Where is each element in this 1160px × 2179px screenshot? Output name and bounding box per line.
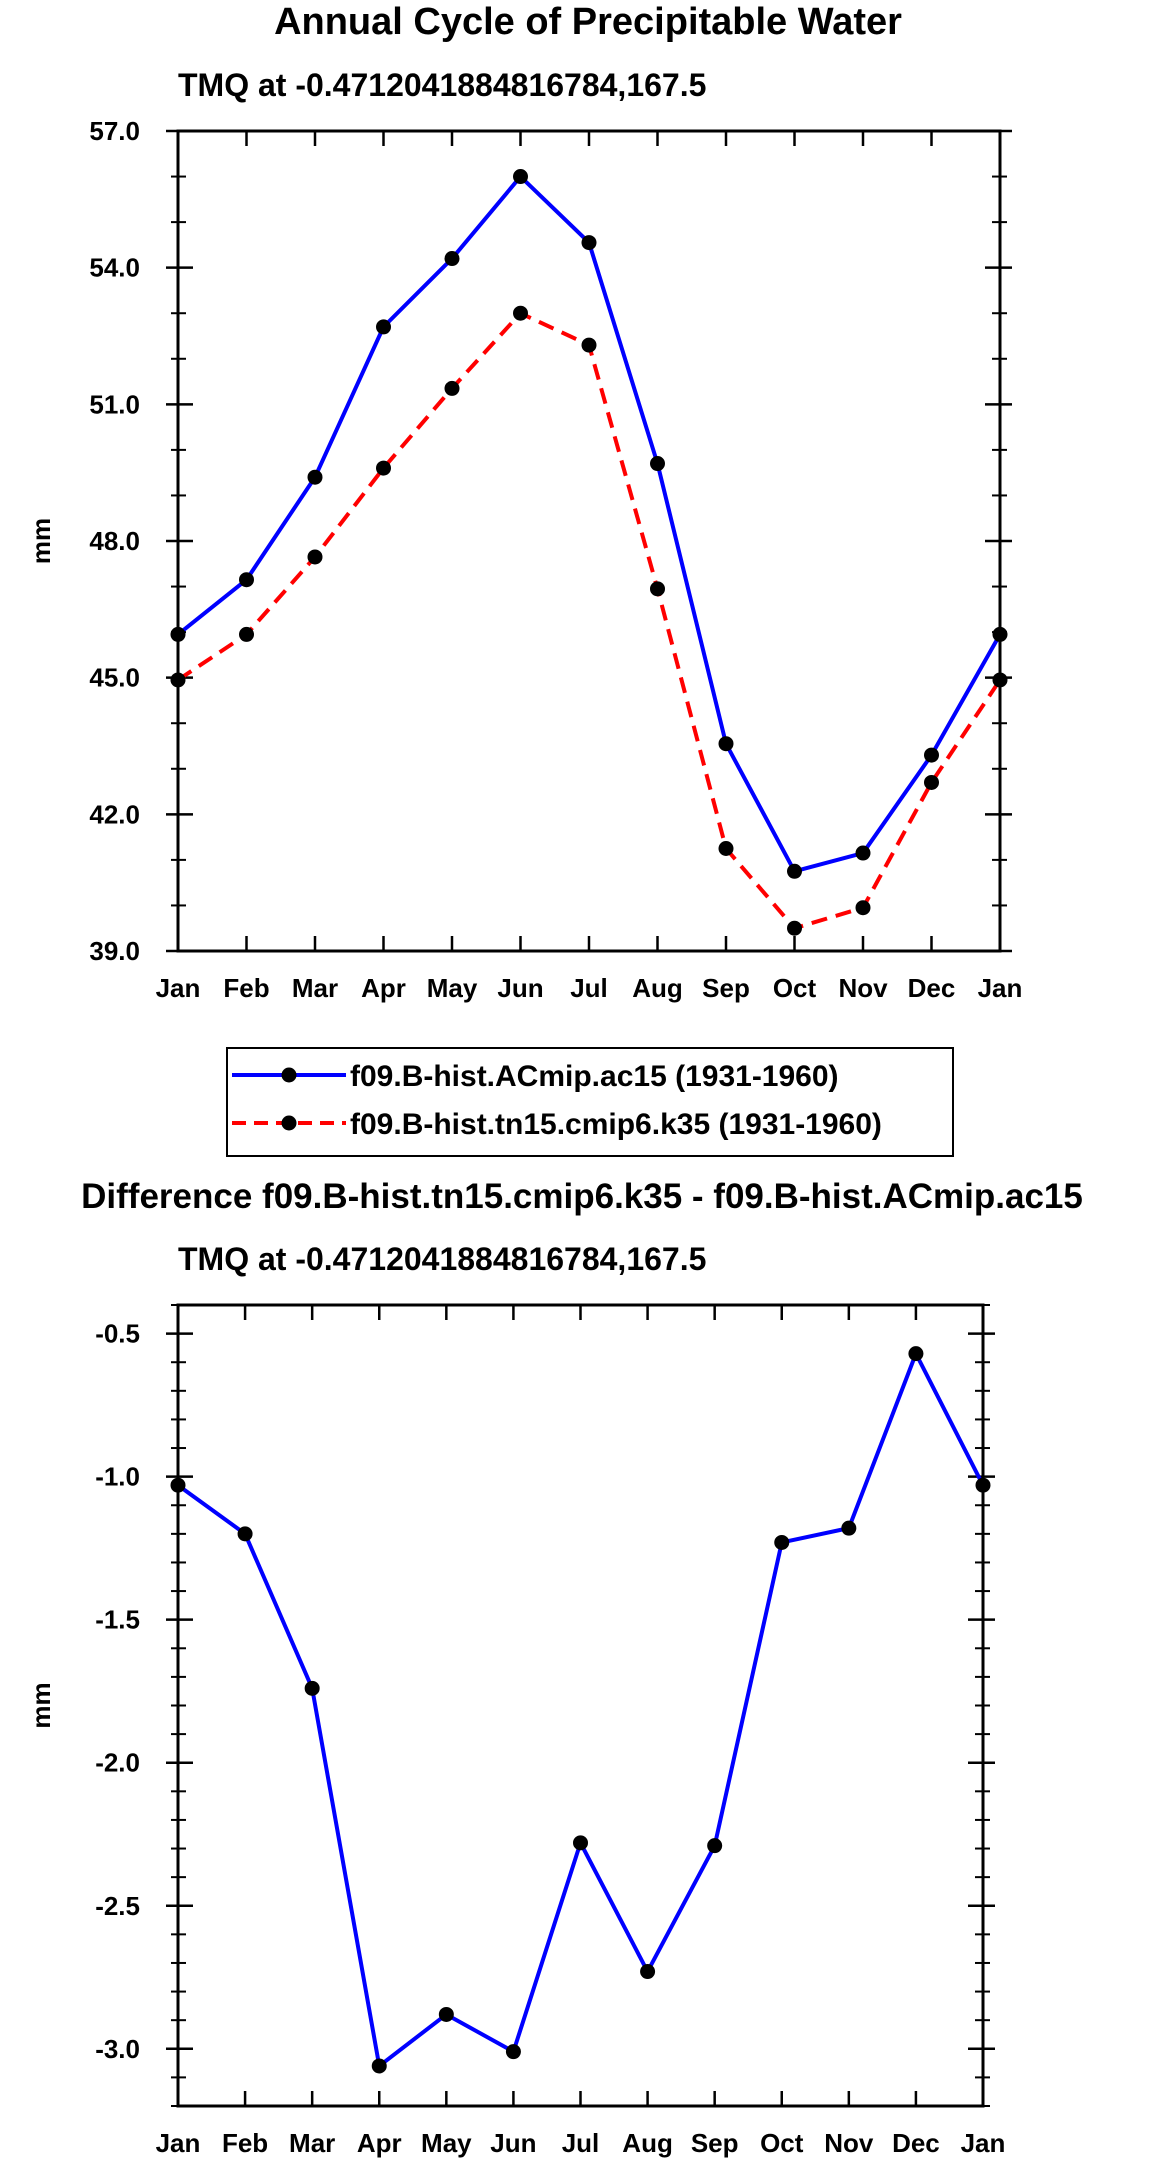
legend: f09.B-hist.ACmip.ac15 (1931-1960) f09.B-… bbox=[226, 1047, 954, 1157]
chart2-y-tick-label: -2.5 bbox=[95, 1891, 140, 1921]
chart1-x-tick-label: Mar bbox=[292, 973, 338, 1003]
legend-label-series-1: f09.B-hist.ACmip.ac15 (1931-1960) bbox=[350, 1060, 839, 1093]
chart2-x-tick-label: Jan bbox=[961, 2128, 1006, 2158]
chart1-series-2-point bbox=[513, 305, 528, 321]
legend-marker-series-1 bbox=[281, 1067, 297, 1083]
chart2-y-tick-label: -1.0 bbox=[95, 1462, 140, 1492]
chart1-series-1-point bbox=[376, 319, 391, 335]
chart1-series-1-point bbox=[513, 169, 528, 185]
legend-label-series-2: f09.B-hist.tn15.cmip6.k35 (1931-1960) bbox=[350, 1108, 882, 1141]
chart2-series-1-point bbox=[908, 1346, 924, 1362]
chart2-series-1-point bbox=[237, 1526, 253, 1542]
chart2-x-tick-label: Sep bbox=[691, 2128, 739, 2158]
chart1-series-1-point bbox=[650, 456, 665, 472]
chart1-series-1-point bbox=[170, 626, 186, 642]
chart1-series-2-point bbox=[992, 672, 1008, 688]
chart2-frame bbox=[176, 1303, 985, 2108]
chart2-series-1-point bbox=[774, 1534, 790, 1550]
chart2-x-tick-label: Jun bbox=[490, 2128, 536, 2158]
chart1-y-tick-label: 57.0 bbox=[89, 116, 140, 146]
chart1-series-2-point bbox=[376, 460, 391, 476]
chart2-series-1-point bbox=[170, 1477, 186, 1493]
chart2-series-1-point bbox=[975, 1477, 991, 1493]
legend-box bbox=[226, 1047, 954, 1157]
chart2-x-tick-label: Feb bbox=[222, 2128, 268, 2158]
chart1-x-tick-label: Feb bbox=[223, 973, 269, 1003]
chart1-series-2-point bbox=[239, 626, 254, 642]
chart1-y-tick-label: 39.0 bbox=[89, 936, 140, 966]
chart1-series-2-point bbox=[581, 337, 597, 353]
chart2-series-1-point bbox=[438, 2006, 454, 2022]
chart1-series-2-point bbox=[787, 920, 802, 936]
chart1-series-1-point bbox=[787, 863, 802, 879]
chart1-y-tick-label: 48.0 bbox=[89, 526, 140, 556]
chart1-x-tick-label: Sep bbox=[702, 973, 750, 1003]
chart1-y-axis-label: mm bbox=[26, 518, 56, 564]
chart2-series-1-point bbox=[841, 1520, 857, 1536]
chart1-x-tick-label: Jan bbox=[156, 973, 201, 1003]
chart2-y-tick-label: -0.5 bbox=[95, 1319, 140, 1349]
chart1-series-1-point bbox=[307, 469, 323, 485]
chart1-title: Annual Cycle of Precipitable Water bbox=[274, 1, 902, 43]
chart2-x-tick-label: Mar bbox=[289, 2128, 335, 2158]
chart1-y-tick-label: 42.0 bbox=[89, 799, 140, 829]
chart1-x-tick-label: Dec bbox=[908, 973, 956, 1003]
chart1-series-1-point bbox=[718, 736, 734, 752]
chart1-x-tick-label: May bbox=[427, 973, 478, 1003]
chart2-series-1-point bbox=[371, 2058, 387, 2074]
chart2-title: Difference f09.B-hist.tn15.cmip6.k35 - f… bbox=[81, 1177, 1083, 1216]
chart1-y-tick-label: 45.0 bbox=[89, 663, 140, 693]
chart2-x-tick-label: Aug bbox=[622, 2128, 673, 2158]
chart2-series-1-point bbox=[573, 1835, 588, 1851]
chart1-series-1-point bbox=[444, 251, 460, 267]
chart1-x-tick-label: Jan bbox=[978, 973, 1023, 1003]
chart1-series-1-point bbox=[239, 572, 254, 588]
chart1-series-1-point bbox=[924, 747, 939, 763]
chart1-series-1-point bbox=[855, 845, 871, 861]
chart1-series-2-point bbox=[307, 549, 323, 565]
chart1-x-tick-label: Oct bbox=[773, 973, 817, 1003]
chart1-series-2-point bbox=[924, 774, 939, 790]
chart1-x-tick-label: Nov bbox=[838, 973, 888, 1003]
chart2-series-1-point bbox=[640, 1964, 656, 1980]
chart1-series-2-point bbox=[650, 581, 665, 597]
chart2-series-1-point bbox=[707, 1838, 723, 1854]
legend-marker-series-2 bbox=[281, 1115, 297, 1131]
chart2-y-axis-label: mm bbox=[26, 1682, 56, 1728]
chart2-x-tick-label: Apr bbox=[357, 2128, 402, 2158]
chart1-plot: Jan Feb Mar Apr May Jun Jul Aug Sep Oct Nov Dec Jan 3… bbox=[26, 116, 1022, 1003]
chart1-x-tick-label: Apr bbox=[361, 973, 406, 1003]
chart2-x-tick-label: Nov bbox=[824, 2128, 874, 2158]
chart2-series-1-point bbox=[304, 1680, 320, 1696]
chart1-x-tick-label: Jun bbox=[497, 973, 543, 1003]
chart1-series-1-point bbox=[992, 626, 1008, 642]
chart2-series-1-point bbox=[505, 2044, 521, 2060]
chart2-x-tick-label: Dec bbox=[892, 2128, 940, 2158]
chart2-plot: Jan Feb Mar Apr May Jun Jul Aug Sep Oct Nov Dec Jan -… bbox=[26, 1303, 1006, 2158]
chart1-series-2-point bbox=[444, 380, 460, 396]
chart2-series-line-1 bbox=[176, 1351, 985, 2068]
chart1-x-tick-label: Jul bbox=[570, 973, 608, 1003]
chart2-x-tick-label: Jan bbox=[156, 2128, 201, 2158]
chart1-frame bbox=[176, 129, 1002, 953]
chart1-series-line-1 bbox=[176, 174, 1002, 874]
chart2-subtitle: TMQ at -0.4712041884816784,167.5 bbox=[178, 1241, 706, 1277]
chart1-subtitle: TMQ at -0.4712041884816784,167.5 bbox=[178, 67, 706, 103]
chart1-series-1-point bbox=[581, 235, 597, 251]
chart2-y-tick-label: -1.5 bbox=[95, 1605, 140, 1635]
chart2-x-tick-label: May bbox=[421, 2128, 472, 2158]
chart1-x-tick-label: Aug bbox=[632, 973, 683, 1003]
chart1-series-2-point bbox=[855, 900, 871, 916]
chart1-y-tick-label: 54.0 bbox=[89, 253, 140, 283]
chart1-series-2-point bbox=[170, 672, 186, 688]
chart2-y-tick-label: -3.0 bbox=[95, 2034, 140, 2064]
chart1-y-tick-label: 51.0 bbox=[89, 389, 140, 419]
chart2-x-tick-label: Jul bbox=[562, 2128, 600, 2158]
chart1-series-2-point bbox=[718, 841, 734, 856]
chart2-x-tick-label: Oct bbox=[760, 2128, 804, 2158]
chart2-y-tick-label: -2.0 bbox=[95, 1748, 140, 1778]
